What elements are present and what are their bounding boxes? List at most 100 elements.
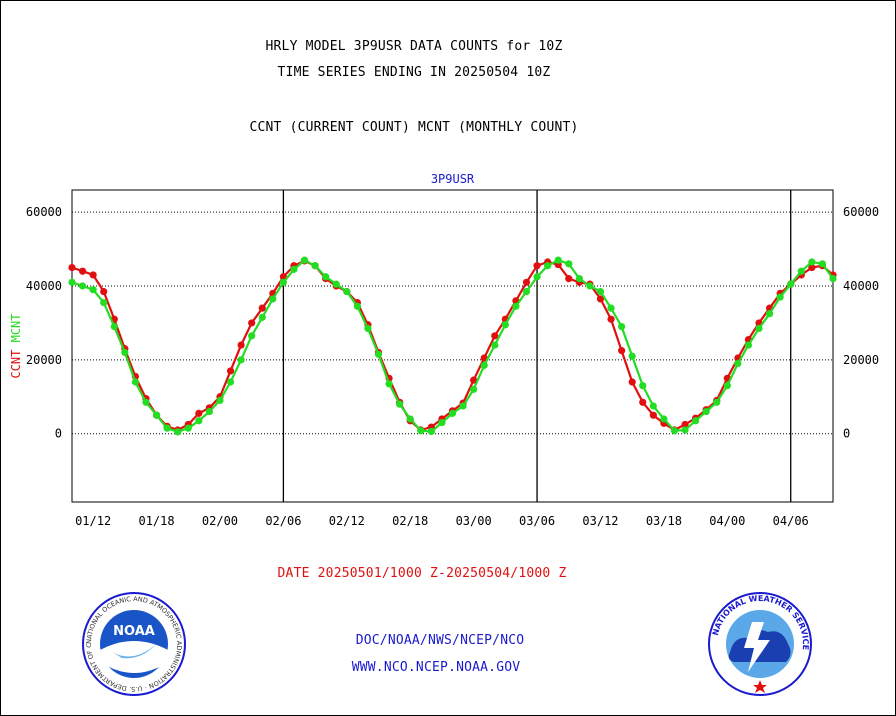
- y-tick-label-left: 60000: [26, 205, 62, 219]
- data-point-ccnt: [607, 315, 615, 323]
- y-tick-label-left: 0: [55, 427, 62, 441]
- data-point-mcnt: [586, 282, 594, 290]
- data-point-mcnt: [248, 332, 256, 340]
- data-point-mcnt: [723, 382, 731, 390]
- date-range: DATE 20250501/1000 Z-20250504/1000 Z: [277, 566, 567, 581]
- x-tick-label: 02/00: [202, 514, 238, 528]
- data-point-ccnt: [78, 267, 87, 275]
- x-tick-label: 03/12: [582, 514, 618, 528]
- plot-frame: [71, 189, 834, 503]
- data-point-ccnt: [89, 271, 97, 279]
- data-point-ccnt: [470, 376, 478, 384]
- data-point-ccnt: [258, 304, 266, 312]
- data-point-mcnt: [734, 359, 742, 368]
- data-point-mcnt: [89, 286, 97, 294]
- data-point-mcnt: [396, 400, 404, 408]
- data-point-mcnt: [364, 324, 372, 333]
- chart-subtitle: 3P9USR: [431, 172, 475, 186]
- chart-title: HRLY MODEL 3P9USR DATA COUNTS for 10Z: [265, 39, 563, 54]
- data-point-mcnt: [491, 341, 499, 349]
- data-point-ccnt: [491, 332, 499, 340]
- data-point-mcnt: [290, 265, 298, 273]
- data-point-mcnt: [68, 278, 76, 286]
- data-point-mcnt: [554, 256, 562, 264]
- data-point-ccnt: [533, 262, 541, 270]
- data-point-mcnt: [343, 287, 351, 296]
- y-axis-label: CCNT MCNT: [9, 313, 23, 378]
- data-point-mcnt: [237, 356, 245, 364]
- data-point-mcnt: [565, 260, 573, 268]
- x-tick-label: 03/06: [519, 514, 555, 528]
- data-point-mcnt: [691, 417, 700, 425]
- y-tick-label-left: 40000: [26, 279, 62, 293]
- data-point-mcnt: [374, 350, 383, 358]
- data-point-mcnt: [353, 302, 361, 310]
- y-tick-label-right: 40000: [843, 279, 879, 293]
- data-point-mcnt: [829, 275, 837, 283]
- data-point-mcnt: [216, 396, 224, 405]
- data-point-mcnt: [681, 426, 689, 434]
- data-point-mcnt: [797, 267, 805, 275]
- data-point-mcnt: [110, 323, 118, 331]
- data-point-ccnt: [248, 319, 256, 327]
- org-path: DOC/NOAA/NWS/NCEP/NCO: [355, 633, 525, 648]
- data-point-mcnt: [438, 419, 446, 427]
- nws-logo: NATIONAL WEATHER SERVICE: [708, 592, 812, 696]
- data-point-mcnt: [121, 348, 129, 357]
- chart-title-line2: TIME SERIES ENDING IN 20250504 10Z: [277, 65, 551, 80]
- data-point-ccnt: [226, 367, 235, 375]
- website-link[interactable]: WWW.NCO.NCEP.NOAA.GOV: [351, 660, 521, 675]
- y-tick-label-right: 60000: [843, 205, 879, 219]
- noaa-logo-text: NOAA: [113, 624, 155, 639]
- data-point-mcnt: [596, 287, 605, 296]
- data-point-mcnt: [649, 402, 657, 410]
- x-tick-label: 04/00: [709, 514, 745, 528]
- data-point-mcnt: [607, 304, 615, 312]
- x-tick-label: 01/18: [138, 514, 174, 528]
- data-point-mcnt: [332, 280, 340, 288]
- data-point-ccnt: [522, 278, 531, 286]
- data-point-mcnt: [544, 262, 552, 270]
- star-icon: [753, 680, 767, 693]
- data-point-mcnt: [131, 378, 140, 386]
- data-point-mcnt: [660, 415, 668, 423]
- data-point-ccnt: [618, 347, 626, 355]
- data-point-mcnt: [100, 299, 108, 307]
- data-point-mcnt: [470, 385, 478, 393]
- data-point-ccnt: [681, 420, 689, 429]
- data-point-mcnt: [300, 256, 309, 264]
- data-point-ccnt: [195, 409, 203, 417]
- data-point-mcnt: [765, 310, 774, 318]
- data-point-mcnt: [174, 428, 182, 436]
- data-point-mcnt: [152, 411, 161, 419]
- data-point-mcnt: [195, 417, 203, 425]
- data-point-mcnt: [744, 341, 753, 349]
- data-point-mcnt: [385, 380, 393, 388]
- data-point-mcnt: [78, 282, 87, 290]
- data-point-ccnt: [639, 398, 647, 406]
- data-point-mcnt: [226, 378, 235, 386]
- data-point-mcnt: [575, 275, 583, 283]
- data-point-mcnt: [755, 324, 763, 333]
- data-point-mcnt: [808, 258, 816, 266]
- data-point-mcnt: [533, 273, 541, 281]
- data-point-mcnt: [628, 352, 636, 360]
- data-point-mcnt: [713, 398, 721, 406]
- data-point-mcnt: [618, 323, 626, 331]
- data-point-mcnt: [184, 424, 192, 432]
- x-tick-label: 02/18: [392, 514, 428, 528]
- noaa-logo: NATIONAL OCEANIC AND ATMOSPHERIC ADMINIS…: [82, 592, 186, 696]
- y-tick-label-right: 20000: [843, 353, 879, 367]
- data-point-mcnt: [427, 427, 435, 436]
- data-point-mcnt: [322, 273, 330, 281]
- x-tick-label: 02/06: [265, 514, 301, 528]
- x-tick-label: 03/00: [456, 514, 492, 528]
- data-point-ccnt: [628, 378, 636, 386]
- data-point-ccnt: [565, 275, 573, 283]
- x-tick-label: 01/12: [75, 514, 111, 528]
- data-point-mcnt: [163, 424, 171, 432]
- data-point-ccnt: [237, 341, 245, 349]
- data-point-ccnt: [808, 263, 816, 272]
- data-point-mcnt: [269, 295, 277, 303]
- series-legend-line: CCNT (CURRENT COUNT) MCNT (MONTHLY COUNT…: [249, 120, 579, 135]
